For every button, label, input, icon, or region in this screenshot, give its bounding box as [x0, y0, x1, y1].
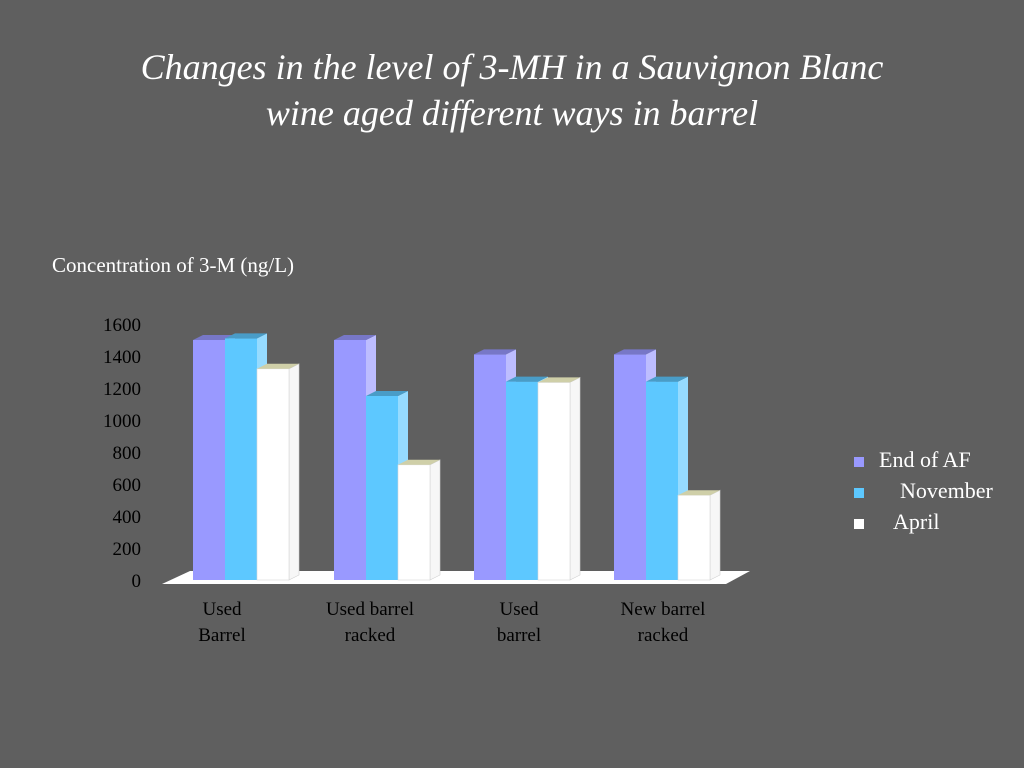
bar-front-face: [256, 368, 290, 581]
slide-title-line-2: wine aged different ways in barrel: [265, 93, 759, 133]
x-category-label: Used Barrel: [198, 599, 245, 646]
x-category-label-line: racked: [638, 625, 689, 646]
x-category-label-line: New barrel: [621, 599, 706, 620]
chart-floor: [162, 571, 750, 584]
bar-front-face: [474, 354, 506, 580]
y-tick-label: 0: [132, 571, 142, 592]
bar-april: [677, 489, 721, 581]
bar-front-face: [506, 381, 538, 580]
bar-top-face: [366, 391, 408, 396]
bar-top-face: [506, 376, 548, 382]
x-category-label: Used barrel racked: [326, 599, 414, 646]
bar-front-face: [366, 396, 398, 580]
bar-side-face: [569, 376, 581, 581]
bar-top-face: [474, 349, 516, 355]
bar-front-face: [334, 340, 366, 580]
legend-label-end-of-af: End of AF: [879, 447, 971, 472]
legend-swatch-end-of-af: [854, 457, 864, 467]
bar-side-face: [429, 459, 441, 581]
x-category-label-line: racked: [345, 625, 396, 646]
bar-front-face: [225, 338, 257, 580]
bar-april: [256, 363, 300, 581]
slide-title-line-1: Changes in the level of 3-MH in a Sauvig…: [140, 47, 884, 87]
y-tick-label: 1600: [103, 315, 141, 336]
y-tick-label: 400: [113, 507, 142, 528]
bar-top-face: [193, 335, 235, 340]
x-category-label: Used barrel: [497, 599, 541, 646]
bar-top-face: [678, 490, 720, 496]
bar-side-face: [288, 363, 300, 581]
bar-april: [537, 376, 581, 581]
bar-top-face: [257, 363, 299, 369]
bar-top-face: [614, 349, 656, 355]
y-tick-label: 800: [113, 443, 142, 464]
y-tick-label: 1400: [103, 347, 141, 368]
bar-top-face: [646, 376, 688, 382]
bar-top-face: [398, 459, 440, 465]
slide-title: Changes in the level of 3-MH in a Sauvig…: [0, 44, 1024, 136]
bar-top-face: [225, 333, 267, 339]
bar-side-face: [709, 489, 721, 581]
x-category-label-line: Used barrel: [326, 599, 414, 620]
x-category-label-line: Used: [202, 599, 242, 620]
x-category-label-line: barrel: [497, 625, 541, 646]
bar-front-face: [537, 382, 571, 581]
bar-top-face: [334, 335, 376, 340]
bar-front-face: [397, 464, 431, 581]
y-tick-label: 600: [113, 475, 142, 496]
bar-front-face: [193, 340, 225, 580]
x-category-label-line: Used: [499, 599, 539, 620]
legend-label-april: April: [893, 509, 940, 534]
bar-front-face: [646, 381, 678, 580]
x-category-label-line: Barrel: [198, 625, 245, 646]
bar-april: [397, 459, 441, 581]
y-tick-label: 1000: [103, 411, 141, 432]
legend-swatch-april: [854, 519, 864, 529]
bar-front-face: [677, 494, 711, 581]
x-category-label: New barrel racked: [621, 599, 706, 646]
y-tick-label: 1200: [103, 379, 141, 400]
bar-front-face: [614, 354, 646, 580]
legend-label-november: November: [900, 478, 993, 503]
y-tick-label: 200: [113, 539, 142, 560]
bar-top-face: [538, 377, 580, 383]
legend-swatch-november: [854, 488, 864, 498]
y-axis-caption: Concentration of 3-M (ng/L): [52, 253, 295, 277]
